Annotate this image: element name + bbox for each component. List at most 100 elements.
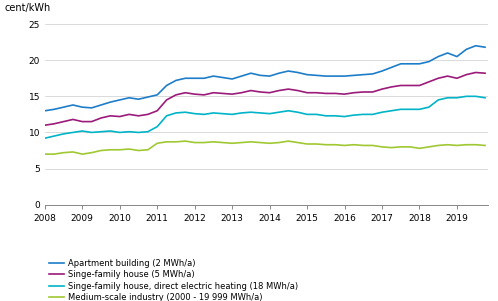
- Apartment building (2 MWh/a): [79, 105, 85, 109]
- Medium-scale industry (2000 - 19 999 MWh/a): [463, 143, 469, 147]
- Apartment building (2 MWh/a): [332, 74, 338, 78]
- Singe-family house (5 MWh/a): [473, 71, 479, 74]
- Singe-family house, direct electric heating (18 MWh/a): [145, 130, 151, 134]
- Singe-family house (5 MWh/a): [70, 118, 76, 121]
- Singe-family house (5 MWh/a): [201, 93, 207, 97]
- Singe-family house, direct electric heating (18 MWh/a): [173, 111, 179, 115]
- Singe-family house (5 MWh/a): [51, 122, 57, 126]
- Singe-family house, direct electric heating (18 MWh/a): [266, 112, 272, 116]
- Apartment building (2 MWh/a): [229, 77, 235, 81]
- Singe-family house (5 MWh/a): [360, 90, 366, 94]
- Apartment building (2 MWh/a): [108, 100, 114, 104]
- Apartment building (2 MWh/a): [285, 69, 291, 73]
- Singe-family house (5 MWh/a): [370, 90, 375, 94]
- Medium-scale industry (2000 - 19 999 MWh/a): [117, 148, 123, 152]
- Apartment building (2 MWh/a): [248, 71, 254, 75]
- Medium-scale industry (2000 - 19 999 MWh/a): [445, 143, 451, 147]
- Apartment building (2 MWh/a): [360, 73, 366, 76]
- Singe-family house (5 MWh/a): [454, 76, 460, 80]
- Apartment building (2 MWh/a): [416, 62, 422, 66]
- Singe-family house, direct electric heating (18 MWh/a): [164, 114, 170, 118]
- Singe-family house (5 MWh/a): [276, 89, 282, 92]
- Medium-scale industry (2000 - 19 999 MWh/a): [248, 140, 254, 144]
- Singe-family house, direct electric heating (18 MWh/a): [229, 113, 235, 116]
- Singe-family house (5 MWh/a): [192, 92, 198, 96]
- Medium-scale industry (2000 - 19 999 MWh/a): [220, 141, 226, 144]
- Singe-family house (5 MWh/a): [304, 91, 310, 95]
- Singe-family house, direct electric heating (18 MWh/a): [416, 107, 422, 111]
- Singe-family house (5 MWh/a): [388, 85, 394, 89]
- Apartment building (2 MWh/a): [388, 66, 394, 69]
- Apartment building (2 MWh/a): [426, 60, 432, 64]
- Singe-family house (5 MWh/a): [398, 84, 404, 87]
- Medium-scale industry (2000 - 19 999 MWh/a): [473, 143, 479, 147]
- Singe-family house, direct electric heating (18 MWh/a): [126, 130, 132, 134]
- Apartment building (2 MWh/a): [445, 51, 451, 55]
- Medium-scale industry (2000 - 19 999 MWh/a): [126, 147, 132, 151]
- Apartment building (2 MWh/a): [211, 74, 217, 78]
- Singe-family house, direct electric heating (18 MWh/a): [370, 113, 375, 116]
- Singe-family house, direct electric heating (18 MWh/a): [108, 129, 114, 133]
- Singe-family house, direct electric heating (18 MWh/a): [473, 95, 479, 98]
- Medium-scale industry (2000 - 19 999 MWh/a): [342, 144, 348, 147]
- Medium-scale industry (2000 - 19 999 MWh/a): [51, 152, 57, 156]
- Apartment building (2 MWh/a): [126, 96, 132, 100]
- Singe-family house (5 MWh/a): [117, 115, 123, 118]
- Medium-scale industry (2000 - 19 999 MWh/a): [276, 141, 282, 144]
- Medium-scale industry (2000 - 19 999 MWh/a): [266, 141, 272, 145]
- Singe-family house (5 MWh/a): [211, 91, 217, 95]
- Medium-scale industry (2000 - 19 999 MWh/a): [42, 152, 48, 156]
- Apartment building (2 MWh/a): [295, 71, 301, 74]
- Singe-family house (5 MWh/a): [79, 120, 85, 123]
- Apartment building (2 MWh/a): [313, 73, 319, 77]
- Medium-scale industry (2000 - 19 999 MWh/a): [135, 149, 141, 152]
- Singe-family house, direct electric heating (18 MWh/a): [360, 113, 366, 116]
- Singe-family house, direct electric heating (18 MWh/a): [276, 110, 282, 114]
- Medium-scale industry (2000 - 19 999 MWh/a): [182, 139, 188, 143]
- Text: cent/kWh: cent/kWh: [5, 3, 51, 13]
- Medium-scale industry (2000 - 19 999 MWh/a): [154, 141, 160, 145]
- Singe-family house, direct electric heating (18 MWh/a): [323, 114, 329, 118]
- Singe-family house, direct electric heating (18 MWh/a): [98, 130, 104, 134]
- Apartment building (2 MWh/a): [342, 74, 348, 78]
- Singe-family house (5 MWh/a): [220, 92, 226, 95]
- Singe-family house (5 MWh/a): [266, 91, 272, 95]
- Singe-family house, direct electric heating (18 MWh/a): [70, 131, 76, 134]
- Medium-scale industry (2000 - 19 999 MWh/a): [379, 145, 385, 149]
- Singe-family house, direct electric heating (18 MWh/a): [135, 131, 141, 134]
- Medium-scale industry (2000 - 19 999 MWh/a): [482, 144, 488, 147]
- Apartment building (2 MWh/a): [323, 74, 329, 78]
- Singe-family house (5 MWh/a): [332, 92, 338, 95]
- Medium-scale industry (2000 - 19 999 MWh/a): [304, 142, 310, 146]
- Apartment building (2 MWh/a): [135, 98, 141, 101]
- Singe-family house (5 MWh/a): [482, 71, 488, 75]
- Apartment building (2 MWh/a): [276, 71, 282, 75]
- Singe-family house (5 MWh/a): [229, 92, 235, 96]
- Apartment building (2 MWh/a): [454, 55, 460, 58]
- Singe-family house (5 MWh/a): [342, 92, 348, 96]
- Medium-scale industry (2000 - 19 999 MWh/a): [416, 147, 422, 150]
- Apartment building (2 MWh/a): [192, 76, 198, 80]
- Medium-scale industry (2000 - 19 999 MWh/a): [70, 150, 76, 154]
- Apartment building (2 MWh/a): [51, 107, 57, 111]
- Apartment building (2 MWh/a): [239, 74, 245, 78]
- Singe-family house, direct electric heating (18 MWh/a): [295, 110, 301, 114]
- Medium-scale industry (2000 - 19 999 MWh/a): [98, 149, 104, 152]
- Singe-family house (5 MWh/a): [407, 84, 413, 87]
- Singe-family house (5 MWh/a): [257, 90, 263, 94]
- Apartment building (2 MWh/a): [351, 73, 357, 77]
- Singe-family house (5 MWh/a): [435, 76, 441, 80]
- Medium-scale industry (2000 - 19 999 MWh/a): [201, 141, 207, 144]
- Singe-family house (5 MWh/a): [108, 114, 114, 118]
- Apartment building (2 MWh/a): [304, 73, 310, 76]
- Singe-family house (5 MWh/a): [182, 91, 188, 95]
- Apartment building (2 MWh/a): [435, 55, 441, 58]
- Apartment building (2 MWh/a): [98, 103, 104, 107]
- Apartment building (2 MWh/a): [370, 72, 375, 76]
- Medium-scale industry (2000 - 19 999 MWh/a): [295, 141, 301, 144]
- Singe-family house (5 MWh/a): [426, 80, 432, 84]
- Apartment building (2 MWh/a): [201, 76, 207, 80]
- Medium-scale industry (2000 - 19 999 MWh/a): [360, 144, 366, 147]
- Singe-family house, direct electric heating (18 MWh/a): [257, 111, 263, 115]
- Singe-family house (5 MWh/a): [98, 116, 104, 120]
